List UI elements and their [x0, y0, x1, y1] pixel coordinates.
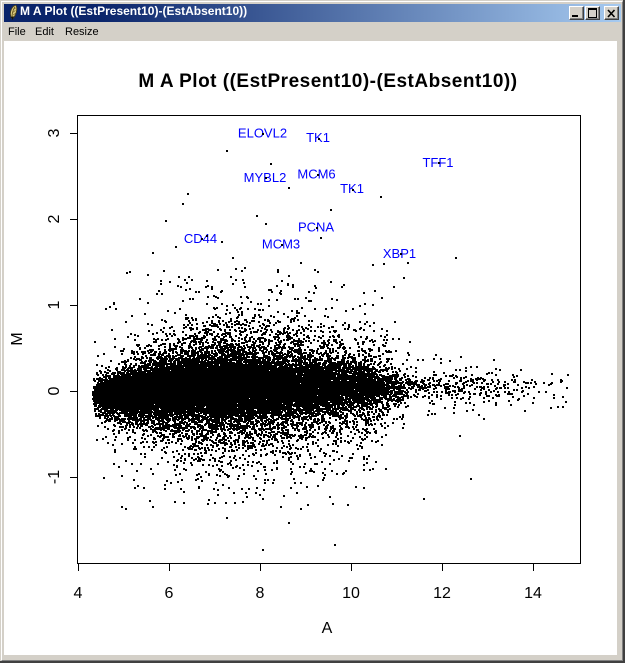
svg-text:12: 12 — [433, 585, 451, 602]
svg-text:3: 3 — [46, 128, 63, 137]
svg-text:M: M — [9, 332, 26, 345]
svg-text:1: 1 — [46, 300, 63, 309]
svg-text:6: 6 — [165, 585, 174, 602]
svg-text:14: 14 — [524, 585, 542, 602]
svg-text:2: 2 — [46, 214, 63, 223]
svg-text:XBP1: XBP1 — [383, 246, 416, 261]
svg-text:8: 8 — [256, 585, 265, 602]
svg-text:TK1: TK1 — [306, 130, 330, 145]
svg-text:M A Plot ((EstPresent10)-(EstA: M A Plot ((EstPresent10)-(EstAbsent10)) — [138, 71, 517, 92]
svg-text:MCM6: MCM6 — [297, 167, 335, 182]
svg-text:A: A — [322, 620, 333, 637]
svg-text:TK1: TK1 — [340, 181, 364, 196]
svg-text:CD44: CD44 — [184, 231, 217, 246]
svg-text:0: 0 — [46, 386, 63, 395]
svg-text:4: 4 — [74, 585, 83, 602]
svg-text:-1: -1 — [46, 470, 63, 484]
svg-text:10: 10 — [342, 585, 360, 602]
